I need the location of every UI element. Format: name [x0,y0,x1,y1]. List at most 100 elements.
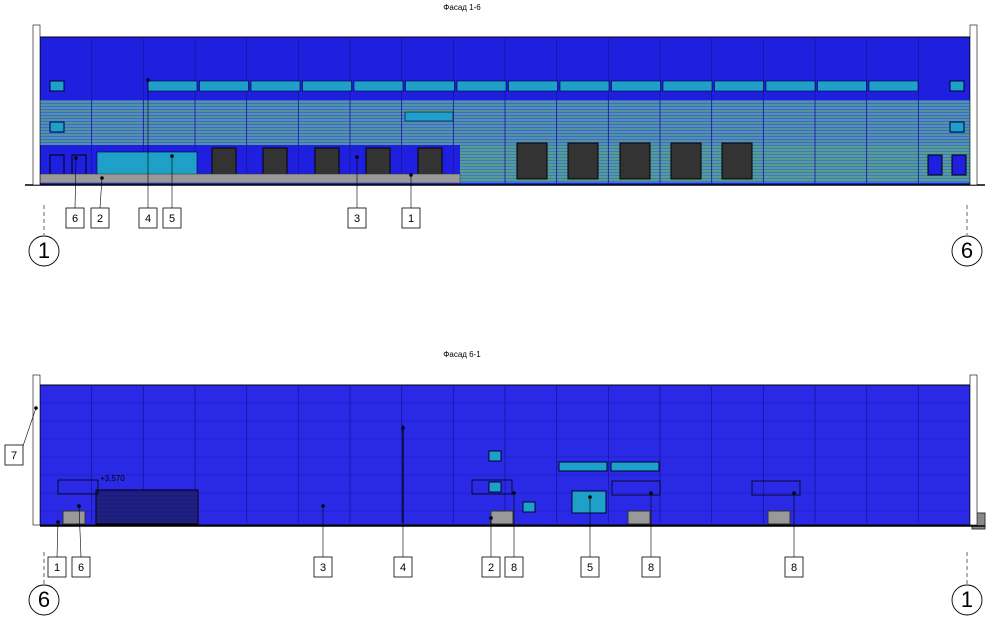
door [314,147,340,177]
column [32,24,41,186]
callout-box [90,207,110,229]
dock-door [567,142,599,180]
leader-line [99,177,103,209]
canopy [751,480,801,496]
glazing [96,151,198,179]
callout-box [347,207,367,229]
callout-box [71,556,91,578]
callout-label: 5 [587,562,593,574]
canopy [611,480,661,496]
small-window [522,501,536,513]
axis-label: 1 [961,587,973,612]
leader-dot [649,491,653,495]
callout-box [580,556,600,578]
callout-label: 2 [97,213,103,225]
entry-door [71,154,87,176]
leader-line [74,157,77,209]
leader-dot [792,491,796,495]
facade-title: Фасад 6-1 [443,350,481,359]
leader-dot [170,154,174,158]
column [969,24,978,186]
axis-label: 6 [961,238,973,263]
window [404,111,454,122]
callout-label: 4 [400,562,406,574]
axis-label: 1 [38,238,50,263]
callout-box [641,556,661,578]
leader-dot [321,504,325,508]
column [32,374,41,526]
callout-label: 7 [11,450,17,462]
callout-label: 6 [78,562,84,574]
entry-door [927,154,943,176]
leader-dot [512,491,516,495]
dock-door [670,142,702,180]
entry-door [49,154,65,176]
callout-box [784,556,804,578]
small-window [49,121,65,133]
window-strip [868,80,919,92]
axis-circle [951,235,983,267]
unit [62,510,86,525]
window-strip [714,80,764,92]
window-strip [405,80,455,92]
callout-box [65,207,85,229]
callout-box [138,207,158,229]
leader-dot [489,516,493,520]
window-strip [610,461,660,472]
door [262,147,288,177]
callout-label: 8 [511,562,517,574]
callout-label: 5 [169,213,175,225]
callout-label: 8 [648,562,654,574]
small-window [949,80,965,92]
window-strip [559,80,610,92]
callout-label: 4 [145,213,151,225]
door [365,147,391,177]
entry-door [951,154,967,176]
window-strip [302,80,352,92]
window-strip [817,80,867,92]
small-window [488,481,502,493]
callout-label: 8 [791,562,797,574]
callout-box [162,207,182,229]
leader-dot [56,520,60,524]
window-strip [250,80,301,92]
callout-box [313,556,333,578]
window-strip [662,80,713,92]
door [211,147,237,177]
leader-dot [34,406,38,410]
callout-label: 3 [354,213,360,225]
small-window [49,80,65,92]
dock-door [516,142,548,180]
callout-box [4,444,24,466]
leader-dot [401,426,405,430]
dock-door [619,142,651,180]
callout-label: 6 [72,213,78,225]
level-mark: +3,570 [100,474,125,483]
window-strip [765,80,816,92]
callout-box [393,556,413,578]
canopy [57,479,99,495]
callout-label: 3 [320,562,326,574]
leader-line [22,407,37,447]
canopy [471,479,513,495]
callout-box [47,556,67,578]
axis-circle [28,584,60,616]
callout-box [401,207,421,229]
leader-dot [409,173,413,177]
leader-dot [74,156,78,160]
axis-circle [28,235,60,267]
unit [627,510,651,525]
callout-label: 1 [54,562,60,574]
facade-title: Фасад 1-6 [443,3,481,12]
leader-dot [588,495,592,499]
window-strip [508,80,558,92]
door [417,147,443,177]
leader-line [56,521,59,558]
unit [767,510,791,525]
callout-box [504,556,524,578]
column [969,374,978,526]
axis-label: 6 [38,587,50,612]
leader-dot [77,504,81,508]
callout-box [481,556,501,578]
